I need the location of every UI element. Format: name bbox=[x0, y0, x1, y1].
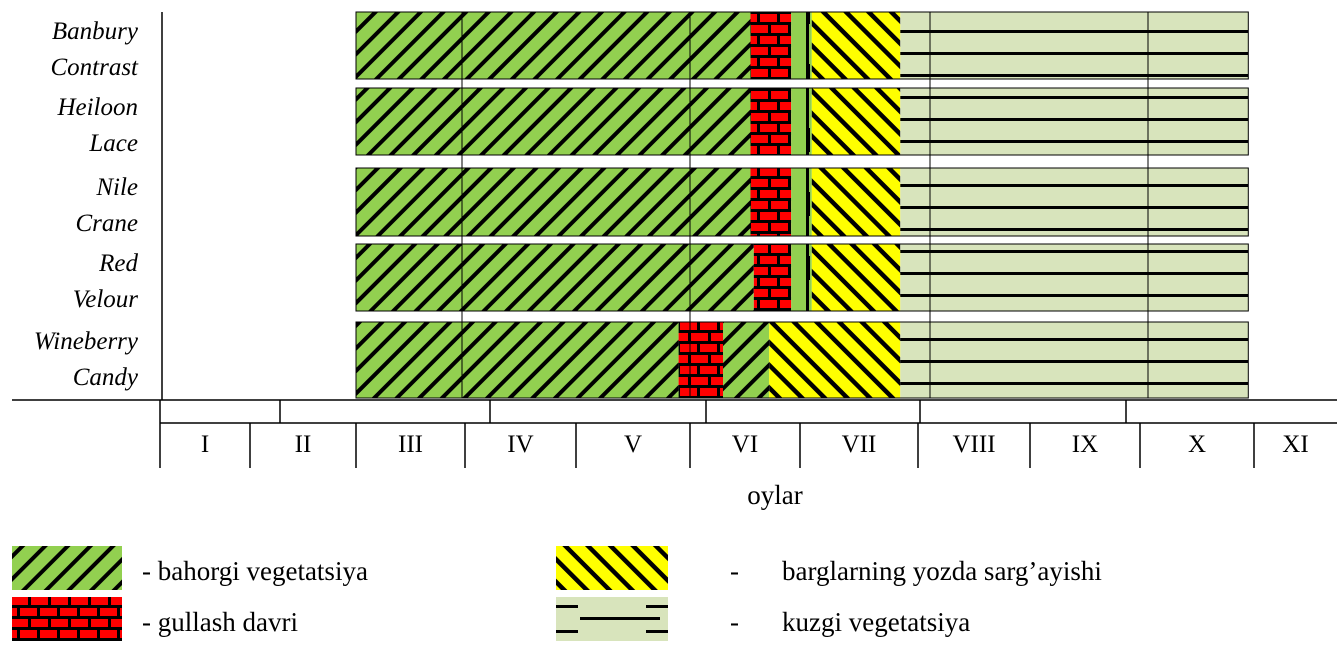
variety-label: Wineberry bbox=[34, 328, 139, 355]
month-label: IV bbox=[507, 431, 533, 458]
month-label: IX bbox=[1072, 431, 1098, 458]
legend-swatch-autumn-stub-right-top bbox=[646, 605, 668, 608]
bar-segment-flowering bbox=[750, 88, 792, 155]
variety-label: Heiloon bbox=[56, 94, 138, 121]
bar-segment-yellowing bbox=[811, 12, 901, 79]
legend-swatch-autumn-line bbox=[580, 617, 660, 620]
bar-segment-flowering bbox=[750, 12, 792, 79]
month-label: VII bbox=[842, 431, 877, 458]
bar-segment-flowering_end bbox=[791, 12, 812, 79]
x-axis-title: oylar bbox=[747, 480, 802, 510]
bar-outline bbox=[355, 87, 1249, 156]
bar-segment-spring bbox=[356, 322, 679, 398]
legend-swatch-yellowing bbox=[556, 546, 668, 590]
x-axis: I II III IV V VI VII VIII IX X XI bbox=[12, 399, 1337, 468]
legend-swatch-spring bbox=[12, 546, 122, 590]
legend: - bahorgi vegetatsiya - gullash davri - … bbox=[12, 546, 1102, 641]
variety-label: Candy bbox=[73, 364, 139, 391]
bar-segment-autumn bbox=[900, 88, 1249, 155]
bars-group bbox=[355, 11, 1249, 399]
variety-label: Red bbox=[98, 250, 138, 277]
bar-segment-autumn bbox=[900, 168, 1249, 236]
legend-label-spring: - bahorgi vegetatsiya bbox=[142, 556, 368, 586]
bar-outline bbox=[355, 243, 1249, 312]
bar-segment-yellowing bbox=[811, 244, 901, 311]
variety-label: Crane bbox=[76, 210, 139, 237]
variety-label: Banbury bbox=[52, 18, 139, 45]
month-label: X bbox=[1188, 431, 1206, 458]
bar-segment-spring bbox=[356, 12, 751, 79]
legend-label-yellowing: barglarning yozda sarg’ayishi bbox=[782, 556, 1102, 586]
bar-segment-spring bbox=[723, 322, 770, 398]
month-label: V bbox=[624, 431, 642, 458]
variety-label: Velour bbox=[73, 286, 139, 313]
month-label: XI bbox=[1282, 431, 1308, 458]
bar-segment-flowering_end bbox=[791, 88, 812, 155]
bar-outline bbox=[355, 167, 1249, 237]
legend-dash-yellowing: - bbox=[730, 556, 739, 586]
bar-segment-flowering bbox=[678, 322, 723, 398]
bar-segment-yellowing bbox=[769, 322, 901, 398]
legend-swatch-autumn-stub-right-bottom bbox=[646, 630, 668, 633]
bar-segment-spring bbox=[356, 244, 754, 311]
bar-segment-flowering bbox=[750, 168, 792, 236]
legend-swatch-flowering bbox=[12, 597, 122, 641]
legend-dash-autumn: - bbox=[730, 607, 739, 637]
bar-segment-autumn bbox=[900, 244, 1249, 311]
month-label: III bbox=[398, 431, 423, 458]
legend-label-flowering: - gullash davri bbox=[142, 607, 298, 637]
month-label: II bbox=[295, 431, 312, 458]
gridlines-group bbox=[461, 12, 1149, 398]
bar-segment-flowering bbox=[753, 244, 792, 311]
month-label: I bbox=[201, 431, 209, 458]
bar-segment-spring bbox=[356, 168, 751, 236]
bar-segment-spring bbox=[356, 88, 751, 155]
bar-segment-autumn bbox=[900, 12, 1249, 79]
variety-label: Lace bbox=[88, 130, 138, 157]
variety-label: Nile bbox=[95, 174, 138, 201]
month-label: VIII bbox=[952, 431, 995, 458]
bar-segment-yellowing bbox=[811, 168, 901, 236]
bar-outline bbox=[355, 321, 1249, 399]
bar-segment-flowering_end bbox=[791, 168, 812, 236]
variety-labels-group: Banbury Contrast Heiloon Lace Nile Crane Red Ve… bbox=[34, 18, 139, 391]
variety-label: Contrast bbox=[50, 54, 139, 81]
bar-segment-yellowing bbox=[811, 88, 901, 155]
bar-segment-autumn bbox=[900, 322, 1249, 398]
legend-label-autumn: kuzgi vegetatsiya bbox=[782, 607, 970, 637]
legend-swatch-autumn-stub-top bbox=[556, 605, 578, 608]
legend-swatch-autumn-stub-bottom bbox=[556, 630, 578, 633]
bar-outline bbox=[355, 11, 1249, 80]
bar-segment-flowering_end bbox=[791, 244, 812, 311]
month-label: VI bbox=[732, 431, 758, 458]
